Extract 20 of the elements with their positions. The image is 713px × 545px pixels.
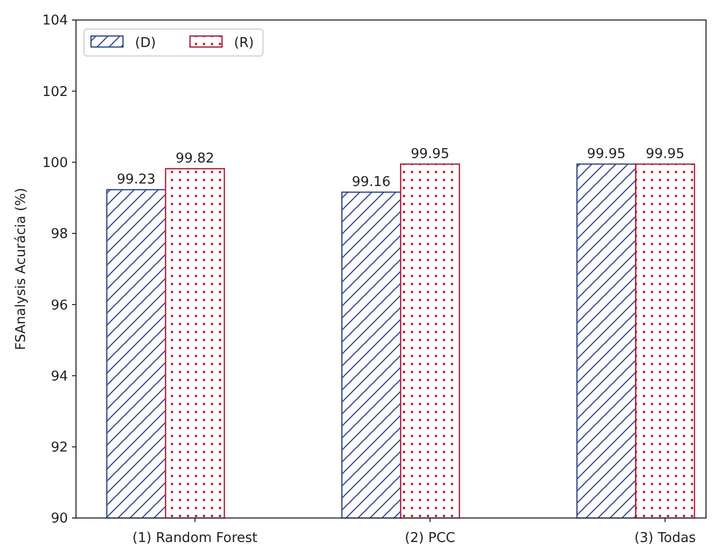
data-label: 99.23 bbox=[116, 172, 156, 188]
y-tick-label: 98 bbox=[50, 226, 68, 242]
y-tick-label: 104 bbox=[42, 12, 68, 29]
y-tick-label: 96 bbox=[50, 297, 68, 314]
x-tick-label: (3) Todas bbox=[634, 530, 696, 545]
y-tick-label: 102 bbox=[42, 84, 68, 100]
x-tick-label: (2) PCC bbox=[404, 530, 456, 545]
data-label: 99.16 bbox=[352, 174, 391, 190]
x-tick-label: (1) Random Forest bbox=[132, 530, 258, 545]
data-label: 99.95 bbox=[646, 146, 684, 162]
legend-label: (D) bbox=[135, 35, 156, 51]
legend-label: (R) bbox=[234, 35, 254, 51]
y-tick-label: 100 bbox=[42, 155, 68, 172]
data-label: 99.82 bbox=[176, 150, 214, 167]
y-axis-title: FSAnalysis Acurácia (%) bbox=[13, 188, 29, 350]
y-tick-label: 90 bbox=[50, 510, 68, 527]
y-tick-label: 92 bbox=[50, 440, 68, 456]
data-label: 99.95 bbox=[410, 146, 450, 162]
data-label: 99.95 bbox=[587, 146, 626, 162]
y-tick-label: 94 bbox=[50, 368, 68, 384]
